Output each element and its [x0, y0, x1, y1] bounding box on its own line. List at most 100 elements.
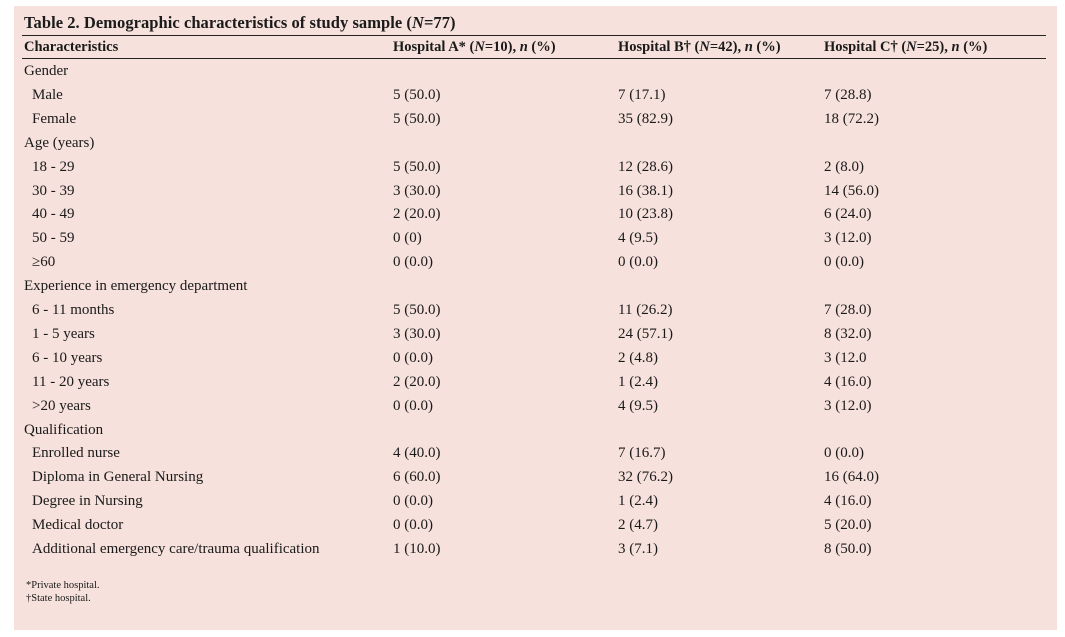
row-label: Female [32, 110, 77, 127]
hospital-b-value: 12 (28.6) [618, 158, 673, 175]
hospital-a-value: 2 (20.0) [393, 206, 441, 223]
table-row: Additional emergency care/trauma qualifi… [14, 541, 1057, 565]
table-group-row: Qualification [14, 422, 1057, 446]
hospital-a-value: 0 (0.0) [393, 517, 433, 534]
hospital-b-value: 1 (2.4) [618, 373, 658, 390]
hospital-b-value: 32 (76.2) [618, 469, 673, 486]
row-label: 11 - 20 years [32, 373, 110, 390]
hospital-a-value: 0 (0.0) [393, 397, 433, 414]
hospital-a-value: 0 (0) [393, 230, 422, 247]
table-row: Enrolled nurse 4 (40.0) 7 (16.7) 0 (0.0) [14, 445, 1057, 469]
hospital-c-value: 3 (12.0) [824, 397, 872, 414]
hospital-c-value: 6 (24.0) [824, 206, 872, 223]
row-label: >20 years [32, 397, 91, 414]
table-group-row: Gender [14, 63, 1057, 87]
table-row: 6 - 11 months 5 (50.0) 11 (26.2) 7 (28.0) [14, 302, 1057, 326]
hospital-c-value: 2 (8.0) [824, 158, 864, 175]
hospital-a-value: 3 (30.0) [393, 182, 441, 199]
table-row: Male 5 (50.0) 7 (17.1) 7 (28.8) [14, 87, 1057, 111]
hospital-a-value: 0 (0.0) [393, 493, 433, 510]
hospital-b-value: 24 (57.1) [618, 325, 673, 342]
hospital-b-value: 10 (23.8) [618, 206, 673, 223]
row-label: 30 - 39 [32, 182, 75, 199]
row-label: 6 - 11 months [32, 302, 115, 318]
hospital-c-value: 3 (12.0 [824, 349, 867, 366]
footnote-private: *Private hospital. [26, 580, 100, 591]
hospital-b-value: 7 (16.7) [618, 445, 666, 462]
hospital-c-value: 0 (0.0) [824, 445, 864, 462]
hospital-a-value: 0 (0.0) [393, 349, 433, 366]
hospital-a-value: 0 (0.0) [393, 254, 433, 271]
row-label: 1 - 5 years [32, 325, 95, 342]
table-row: 6 - 10 years 0 (0.0) 2 (4.8) 3 (12.0 [14, 350, 1057, 374]
row-label: Gender [24, 63, 69, 79]
hospital-c-value: 4 (16.0) [824, 493, 872, 510]
hospital-b-value: 4 (9.5) [618, 397, 658, 414]
table-row: Female 5 (50.0) 35 (82.9) 18 (72.2) [14, 111, 1057, 135]
table-row: Diploma in General Nursing 6 (60.0) 32 (76… [14, 469, 1057, 493]
row-label: Additional emergency care/trauma qualifi… [32, 541, 320, 557]
hospital-b-value: 3 (7.1) [618, 541, 658, 557]
table-row: 40 - 49 2 (20.0) 10 (23.8) 6 (24.0) [14, 206, 1057, 230]
row-label: 18 - 29 [32, 158, 75, 175]
header-characteristics: Characteristics [24, 39, 119, 55]
hospital-b-value: 0 (0.0) [618, 254, 658, 271]
hospital-b-value: 7 (17.1) [618, 86, 666, 103]
row-label: Male [32, 86, 63, 103]
hospital-c-value: 18 (72.2) [824, 110, 879, 127]
hospital-b-value: 16 (38.1) [618, 182, 673, 199]
hospital-c-value: 0 (0.0) [824, 254, 864, 271]
row-label: Experience in emergency department [24, 278, 248, 295]
table-row: >20 years 0 (0.0) 4 (9.5) 3 (12.0) [14, 398, 1057, 422]
hospital-b-value: 2 (4.7) [618, 517, 658, 534]
table-row: Medical doctor 0 (0.0) 2 (4.7) 5 (20.0) [14, 517, 1057, 541]
top-rule [22, 35, 1046, 36]
hospital-a-value: 4 (40.0) [393, 445, 441, 462]
row-label: Diploma in General Nursing [32, 469, 204, 486]
header-hospital-a: Hospital A* (N=10), n (%) [393, 39, 556, 55]
table-group-row: Experience in emergency department [14, 278, 1057, 302]
hospital-b-value: 11 (26.2) [618, 302, 673, 318]
header-hospital-c: Hospital C† (N=25), n (%) [824, 39, 988, 55]
hospital-c-value: 14 (56.0) [824, 182, 879, 199]
row-label: Age (years) [24, 134, 95, 151]
table-row: 30 - 39 3 (30.0) 16 (38.1) 14 (56.0) [14, 183, 1057, 207]
header-rule [22, 58, 1046, 59]
hospital-c-value: 7 (28.0) [824, 302, 872, 318]
hospital-a-value: 1 (10.0) [393, 541, 441, 557]
row-label: Medical doctor [32, 517, 124, 534]
table-caption: Table 2. Demographic characteristics of … [24, 13, 456, 32]
row-label: 50 - 59 [32, 230, 75, 247]
hospital-a-value: 5 (50.0) [393, 158, 441, 175]
hospital-c-value: 8 (50.0) [824, 541, 872, 557]
hospital-a-value: 6 (60.0) [393, 469, 441, 486]
hospital-c-value: 7 (28.8) [824, 86, 872, 103]
hospital-a-value: 2 (20.0) [393, 373, 441, 390]
hospital-b-value: 35 (82.9) [618, 110, 673, 127]
hospital-c-value: 4 (16.0) [824, 373, 872, 390]
hospital-b-value: 2 (4.8) [618, 349, 658, 366]
hospital-a-value: 3 (30.0) [393, 325, 441, 342]
row-label: Degree in Nursing [32, 493, 143, 510]
table-row: 50 - 59 0 (0) 4 (9.5) 3 (12.0) [14, 230, 1057, 254]
footnote-state: †State hospital. [26, 593, 91, 604]
header-hospital-b: Hospital B† (N=42), n (%) [618, 39, 781, 55]
hospital-a-value: 5 (50.0) [393, 86, 441, 103]
hospital-b-value: 4 (9.5) [618, 230, 658, 247]
table-row: Degree in Nursing 0 (0.0) 1 (2.4) 4 (16.0) [14, 493, 1057, 517]
table-row: 18 - 29 5 (50.0) 12 (28.6) 2 (8.0) [14, 159, 1057, 183]
hospital-a-value: 5 (50.0) [393, 302, 441, 318]
row-label: 6 - 10 years [32, 349, 103, 366]
row-label: 40 - 49 [32, 206, 75, 223]
row-label: ≥60 [32, 254, 56, 271]
hospital-c-value: 8 (32.0) [824, 325, 872, 342]
table-panel: Table 2. Demographic characteristics of … [14, 6, 1057, 630]
hospital-c-value: 16 (64.0) [824, 469, 879, 486]
row-label: Qualification [24, 421, 104, 438]
hospital-c-value: 3 (12.0) [824, 230, 872, 247]
table-row: 1 - 5 years 3 (30.0) 24 (57.1) 8 (32.0) [14, 326, 1057, 350]
hospital-b-value: 1 (2.4) [618, 493, 658, 510]
hospital-c-value: 5 (20.0) [824, 517, 872, 534]
table-row: 11 - 20 years 2 (20.0) 1 (2.4) 4 (16.0) [14, 374, 1057, 398]
table-row: ≥60 0 (0.0) 0 (0.0) 0 (0.0) [14, 254, 1057, 278]
